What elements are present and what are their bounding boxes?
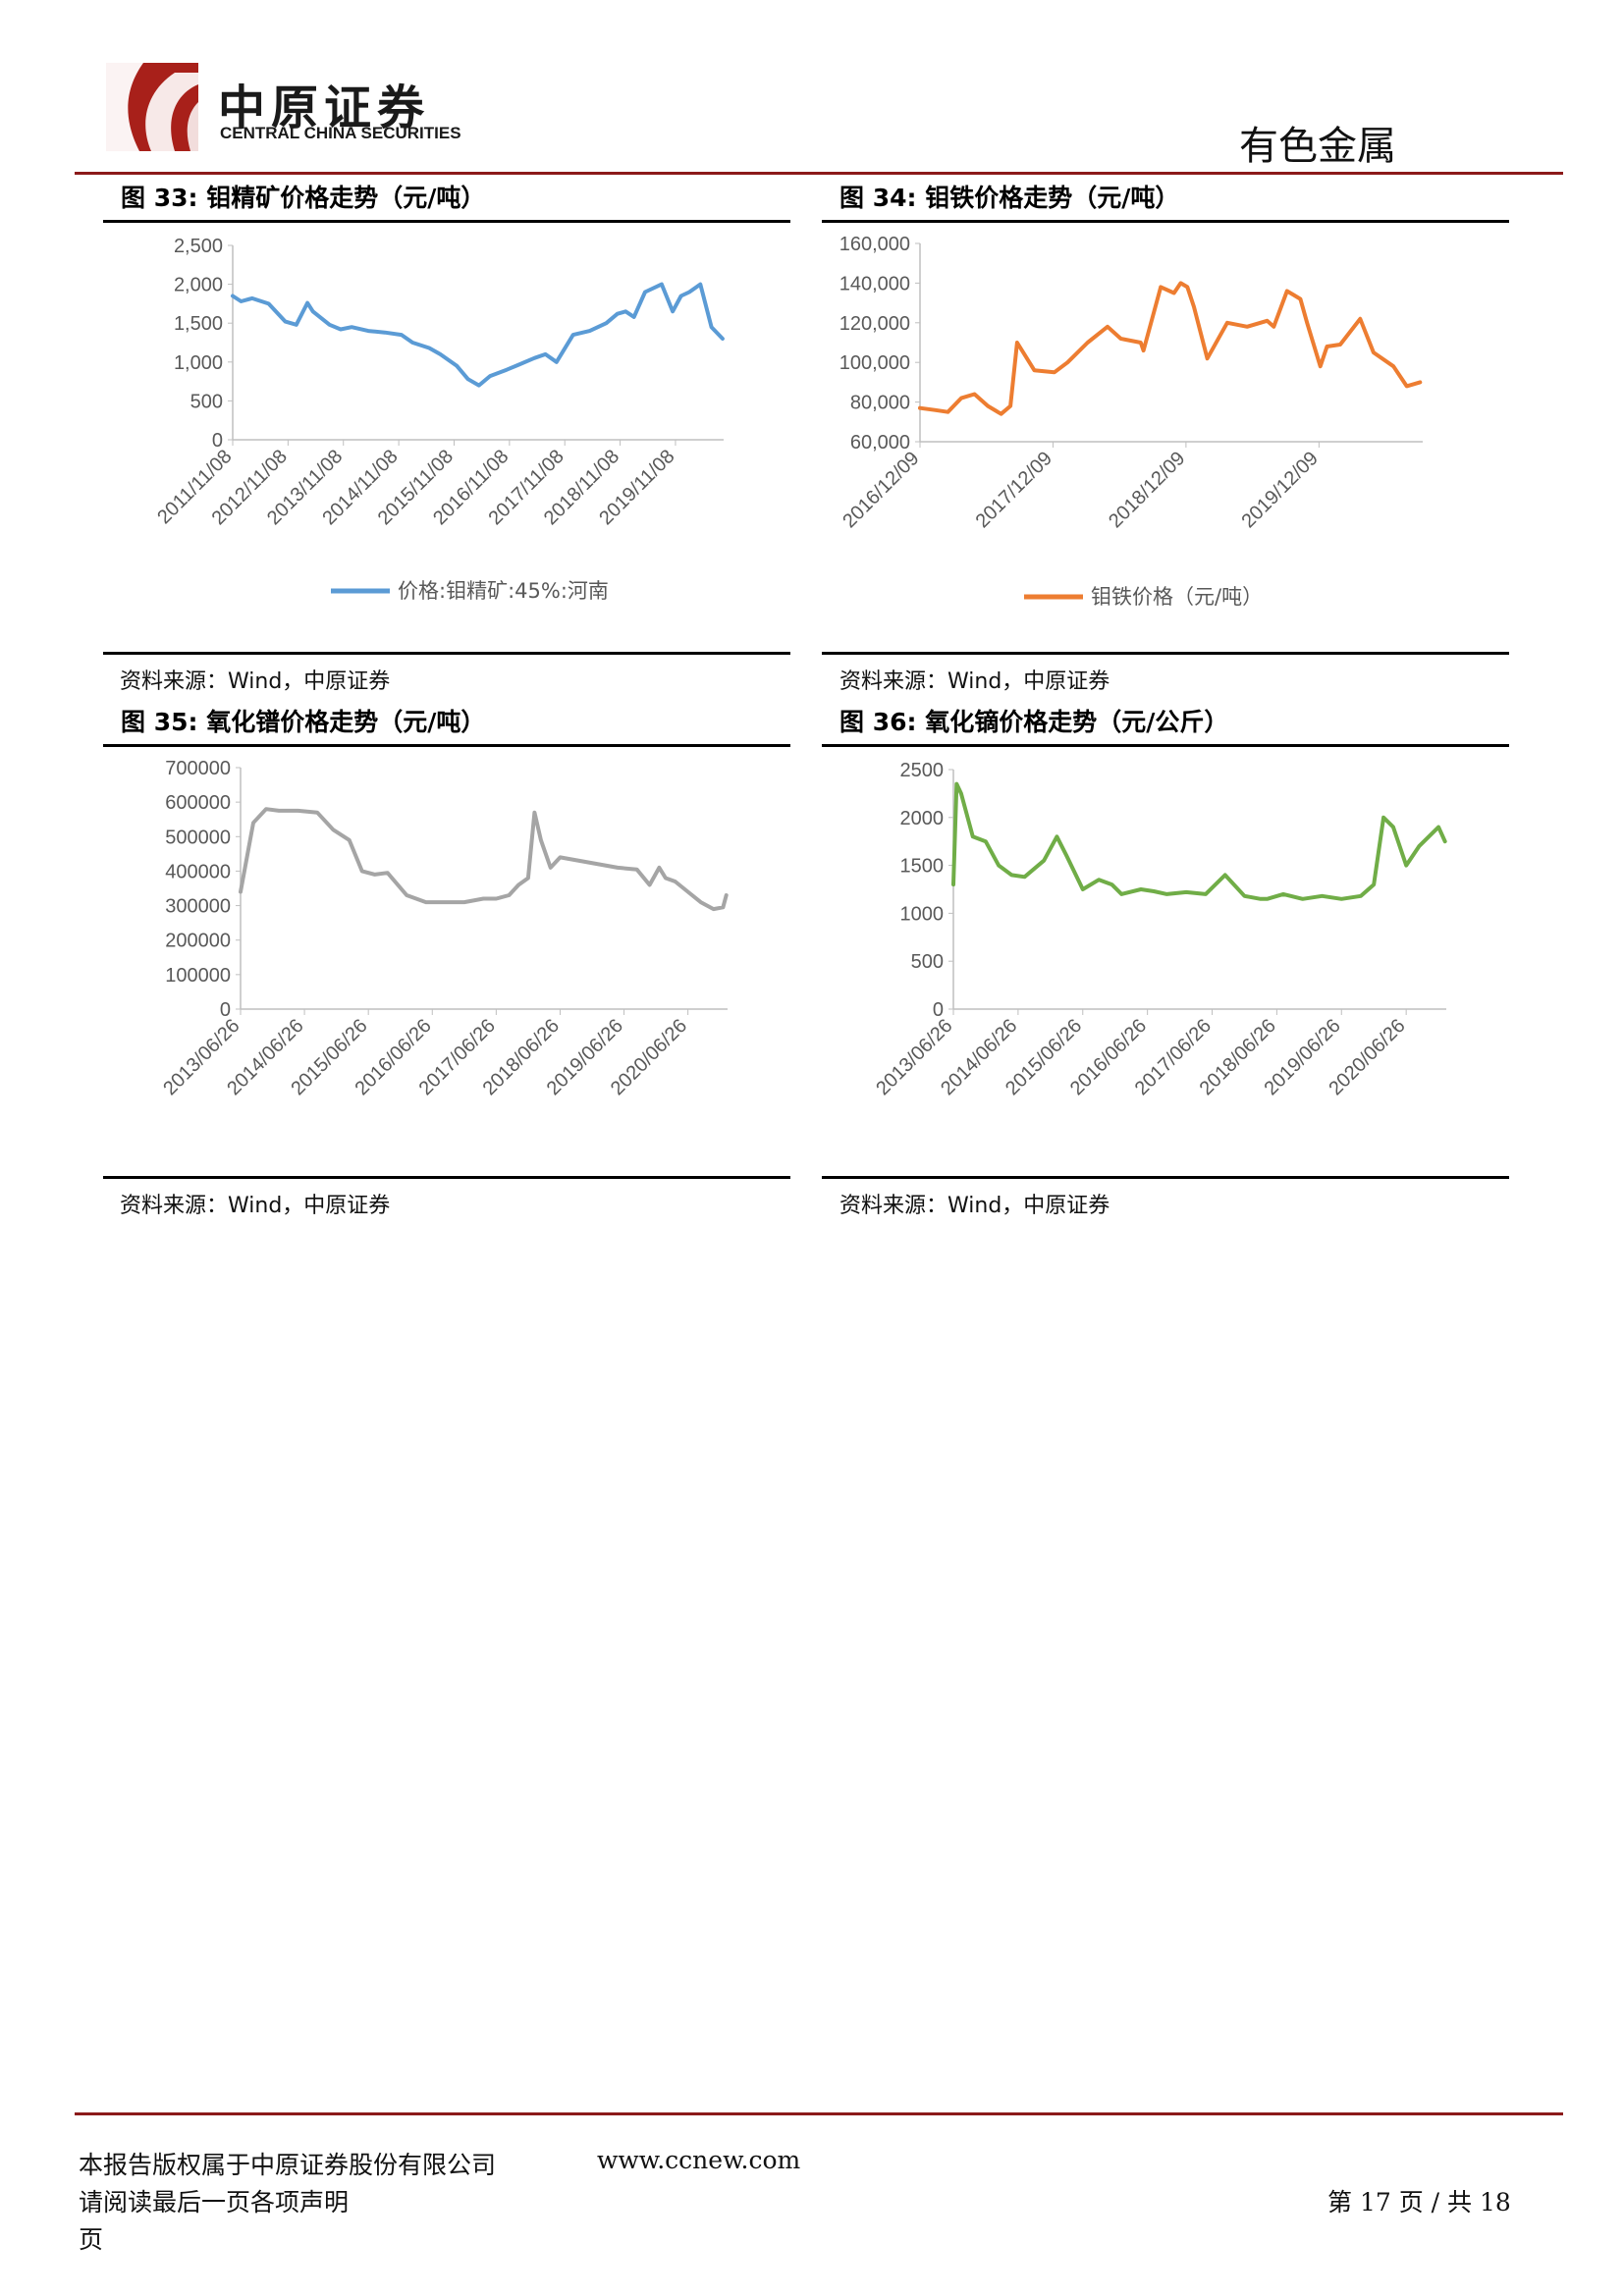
header: 中原证券 CENTRAL CHINA SECURITIES 有色金属 bbox=[0, 0, 1624, 177]
figure-caption: 钼精矿价格走势（元/吨） bbox=[206, 184, 486, 212]
y-tick-label: 700000 bbox=[165, 758, 231, 779]
y-tick-label: 500 bbox=[190, 391, 223, 412]
sector-title: 有色金属 bbox=[1239, 124, 1396, 169]
figure-caption: 氧化镝价格走势（元/公斤） bbox=[925, 708, 1229, 736]
chart-ferromolybdenum: 160,000 140,000 120,000 100,000 80,000 60,000… bbox=[839, 234, 1423, 609]
figure-caption: 钼铁价格走势（元/吨） bbox=[925, 184, 1180, 212]
footer-rule bbox=[75, 2112, 1563, 2115]
y-tick-label: 2500 bbox=[900, 760, 945, 781]
figure-36: 图 36: 氧化镝价格走势（元/公斤） 2500 2000 1500 1000 500 0… bbox=[822, 703, 1509, 1194]
figure-top-rule bbox=[822, 744, 1509, 747]
figure-35: 图 35: 氧化镨价格走势（元/吨） 700000 600000 500000 400… bbox=[103, 703, 790, 1194]
y-tick-label: 2,000 bbox=[174, 275, 223, 296]
y-tick-label: 300000 bbox=[165, 896, 231, 918]
figure-33-bottom-rule bbox=[103, 652, 790, 655]
y-tick-label: 1000 bbox=[900, 903, 945, 925]
x-tick-label: 2016/12/09 bbox=[839, 448, 923, 532]
figure-35-source: 资料来源：Wind，中原证券 bbox=[120, 1194, 391, 1218]
series-line bbox=[239, 807, 729, 912]
footer-website[interactable]: www.ccnew.com bbox=[597, 2146, 801, 2174]
company-logo-icon bbox=[106, 63, 198, 151]
figure-label: 图 34: bbox=[839, 184, 917, 212]
y-tick-label: 100000 bbox=[165, 965, 231, 987]
series-line bbox=[951, 781, 1447, 901]
header-rule bbox=[75, 172, 1563, 175]
figure-label: 图 35: bbox=[121, 708, 198, 736]
y-tick-label: 1,500 bbox=[174, 313, 223, 335]
y-tick-label: 120,000 bbox=[839, 313, 910, 335]
figure-33: 图 33: 钼精矿价格走势（元/吨） 2,500 2,000 1,500 1,000 5… bbox=[103, 179, 790, 689]
y-tick-label: 0 bbox=[212, 430, 223, 452]
y-tick-label: 2000 bbox=[900, 808, 945, 829]
chart-dysprosium-oxide: 250020001500100050002013/06/262014/06/26… bbox=[872, 760, 1447, 1099]
chart-molybdenum-concentrate: 2,5002,0001,5001,00050002011/11/082012/1… bbox=[153, 236, 725, 603]
footer-disclaimer: 请阅读最后一页各项声明 bbox=[79, 2188, 350, 2216]
figure-label: 图 33: bbox=[121, 184, 198, 212]
y-tick-label: 0 bbox=[220, 999, 231, 1021]
figure-title: 图 33: 钼精矿价格走势（元/吨） bbox=[121, 179, 485, 214]
figure-top-rule bbox=[822, 220, 1509, 223]
x-tick-label: 2019/12/09 bbox=[1238, 448, 1323, 532]
figure-title: 图 35: 氧化镨价格走势（元/吨） bbox=[121, 703, 485, 738]
figure-caption: 氧化镨价格走势（元/吨） bbox=[206, 708, 486, 736]
y-tick-label: 500 bbox=[911, 951, 944, 973]
y-tick-label: 500000 bbox=[165, 827, 231, 848]
footer-page-word: 页 bbox=[79, 2225, 104, 2254]
y-tick-label: 200000 bbox=[165, 931, 231, 952]
figure-36-source: 资料来源：Wind，中原证券 bbox=[839, 1194, 1110, 1218]
y-tick-label: 80,000 bbox=[850, 393, 910, 414]
y-tick-label: 400000 bbox=[165, 861, 231, 882]
figure-34-bottom-rule bbox=[822, 652, 1509, 655]
figure-33-source: 资料来源：Wind，中原证券 bbox=[120, 669, 391, 694]
y-tick-label: 2,500 bbox=[174, 236, 223, 257]
y-tick-label: 140,000 bbox=[839, 273, 910, 294]
company-name-en: CENTRAL CHINA SECURITIES bbox=[220, 124, 461, 142]
chart-praseodymium-oxide: 700000 600000 500000 400000 300000 200000 1000… bbox=[159, 758, 729, 1099]
x-tick-label: 2018/12/09 bbox=[1105, 448, 1189, 532]
figure-label: 图 36: bbox=[839, 708, 917, 736]
figure-34: 图 34: 钼铁价格走势（元/吨） 160,000 140,000 120,000 1… bbox=[822, 179, 1509, 689]
series-line bbox=[231, 282, 725, 388]
figure-top-rule bbox=[103, 744, 790, 747]
series-line bbox=[918, 281, 1423, 416]
figure-title: 图 34: 钼铁价格走势（元/吨） bbox=[839, 179, 1179, 214]
x-tick-label: 2017/12/09 bbox=[972, 448, 1056, 532]
figure-34-source: 资料来源：Wind，中原证券 bbox=[839, 669, 1110, 694]
y-tick-label: 60,000 bbox=[850, 432, 910, 454]
company-name-cn: 中原证券 bbox=[218, 80, 431, 135]
footer-rights: 本报告版权属于中原证券股份有限公司 bbox=[79, 2151, 497, 2179]
y-tick-label: 1,000 bbox=[174, 352, 223, 374]
figure-36-bottom-rule bbox=[822, 1176, 1509, 1179]
legend-label: 价格:钼精矿:45%:河南 bbox=[398, 579, 609, 603]
y-tick-label: 600000 bbox=[165, 792, 231, 814]
y-tick-label: 100,000 bbox=[839, 352, 910, 374]
figure-title: 图 36: 氧化镝价格走势（元/公斤） bbox=[839, 703, 1228, 738]
figure-top-rule bbox=[103, 220, 790, 223]
y-tick-label: 1500 bbox=[900, 856, 945, 878]
legend-label: 钼铁价格（元/吨） bbox=[1091, 585, 1263, 609]
figure-35-bottom-rule bbox=[103, 1176, 790, 1179]
y-tick-label: 160,000 bbox=[839, 234, 910, 255]
footer-page-info: 第 17 页 / 共 18 bbox=[1327, 2188, 1511, 2216]
y-tick-label: 0 bbox=[933, 999, 944, 1021]
